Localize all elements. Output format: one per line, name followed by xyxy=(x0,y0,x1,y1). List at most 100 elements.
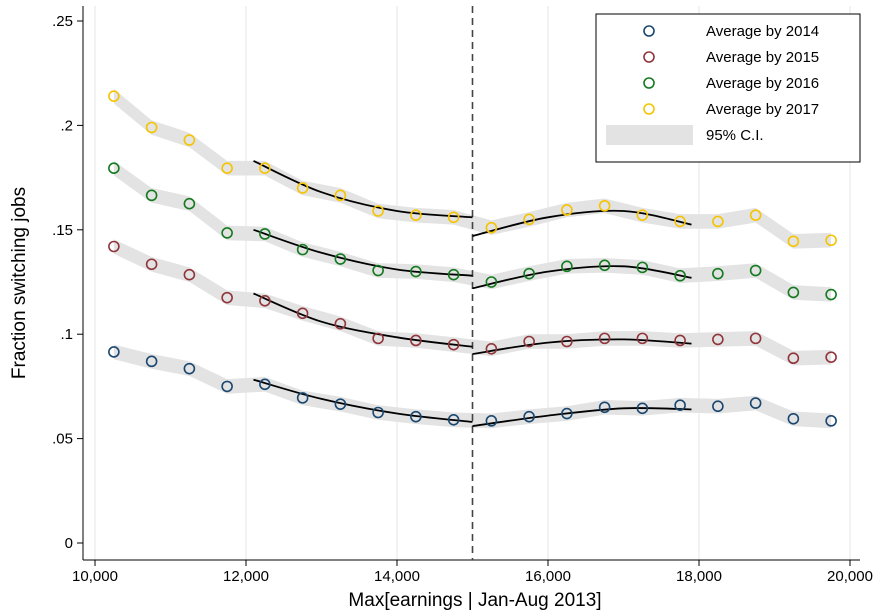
data-point xyxy=(787,235,800,248)
data-point xyxy=(259,294,271,307)
data-point xyxy=(598,199,611,212)
data-point xyxy=(108,90,120,102)
data-point xyxy=(598,401,611,414)
data-point xyxy=(334,398,347,410)
data-point xyxy=(561,407,573,420)
data-point xyxy=(108,162,120,175)
data-point xyxy=(447,338,460,351)
fit-line-right xyxy=(472,265,692,290)
y-tick-label: .05 xyxy=(52,431,73,448)
y-axis-title: Fraction switching jobs xyxy=(9,187,30,379)
data-point xyxy=(749,264,762,277)
data-point xyxy=(296,182,309,194)
legend-marker xyxy=(643,103,655,115)
data-point xyxy=(447,211,460,224)
data-point xyxy=(561,204,573,216)
data-point xyxy=(296,392,309,404)
data-point xyxy=(410,209,422,221)
data-point xyxy=(674,215,686,228)
legend-label: Average by 2016 xyxy=(706,75,819,92)
data-point xyxy=(145,355,158,368)
x-tick-label: 12,000 xyxy=(223,568,269,585)
ci-band xyxy=(113,160,832,302)
y-tick-label: .15 xyxy=(52,222,73,239)
data-point xyxy=(674,269,686,282)
data-point xyxy=(674,399,686,411)
x-axis-title: Max[earnings | Jan-Aug 2013] xyxy=(348,590,601,611)
data-point xyxy=(787,412,800,425)
fit-line-left xyxy=(253,378,473,423)
data-point xyxy=(712,333,724,346)
fit-line-right xyxy=(472,338,692,355)
data-point xyxy=(372,205,384,217)
legend-label: Average by 2014 xyxy=(706,23,819,40)
data-point xyxy=(183,134,196,146)
data-point xyxy=(372,264,384,277)
data-point xyxy=(674,334,686,347)
y-tick-label: .2 xyxy=(60,117,73,134)
x-tick-label: 10,000 xyxy=(72,568,118,585)
y-tick-label: .1 xyxy=(60,326,73,343)
data-point xyxy=(145,121,158,134)
data-point xyxy=(183,197,196,210)
data-point xyxy=(749,209,762,221)
data-point xyxy=(447,414,460,426)
data-point xyxy=(749,332,762,345)
legend-marker xyxy=(643,25,655,37)
data-point xyxy=(410,265,422,278)
data-point xyxy=(410,410,422,423)
data-point xyxy=(259,162,271,175)
y-tick-label: .25 xyxy=(52,13,73,30)
legend-marker xyxy=(643,51,655,63)
legend-ci-swatch xyxy=(606,125,693,145)
data-point xyxy=(825,351,837,363)
fit-line-left xyxy=(253,292,473,348)
data-point xyxy=(296,243,309,256)
data-point xyxy=(485,221,498,234)
data-point xyxy=(108,240,120,253)
data-point xyxy=(221,227,233,239)
data-point xyxy=(636,209,649,221)
fit-line-right xyxy=(472,407,692,427)
legend-label: Average by 2015 xyxy=(706,49,819,66)
fit-line-left xyxy=(253,160,473,219)
data-point xyxy=(410,334,422,347)
data-point xyxy=(749,397,762,409)
data-point xyxy=(825,415,837,427)
data-point xyxy=(485,276,498,288)
data-point xyxy=(712,400,724,413)
data-point xyxy=(145,189,158,202)
data-point xyxy=(485,415,498,427)
data-point xyxy=(334,189,347,202)
data-point xyxy=(598,259,611,272)
fit-line-right xyxy=(472,209,692,237)
data-point xyxy=(296,307,309,320)
data-point xyxy=(598,332,611,345)
data-point xyxy=(636,332,649,345)
data-point xyxy=(334,253,347,265)
data-point xyxy=(334,317,347,330)
data-point xyxy=(447,268,460,281)
legend-label: 95% C.I. xyxy=(706,127,764,144)
data-point xyxy=(825,288,837,301)
data-point xyxy=(712,267,724,280)
legend: Average by 2014 Average by 2015 Average by… xyxy=(595,13,861,163)
data-point xyxy=(787,286,800,299)
data-point xyxy=(221,291,233,304)
data-point xyxy=(561,335,573,348)
data-point xyxy=(221,162,233,175)
data-point xyxy=(108,346,120,358)
data-point xyxy=(523,410,535,423)
legend-label: Average by 2017 xyxy=(706,101,819,118)
fit-line-left xyxy=(253,228,473,277)
data-point xyxy=(825,234,837,247)
data-point xyxy=(787,352,800,365)
x-tick-label: 14,000 xyxy=(374,568,420,585)
data-point xyxy=(636,261,649,274)
data-point xyxy=(636,402,649,415)
data-point xyxy=(712,215,724,228)
x-tick-label: 20,000 xyxy=(827,568,873,585)
data-point xyxy=(183,268,196,281)
